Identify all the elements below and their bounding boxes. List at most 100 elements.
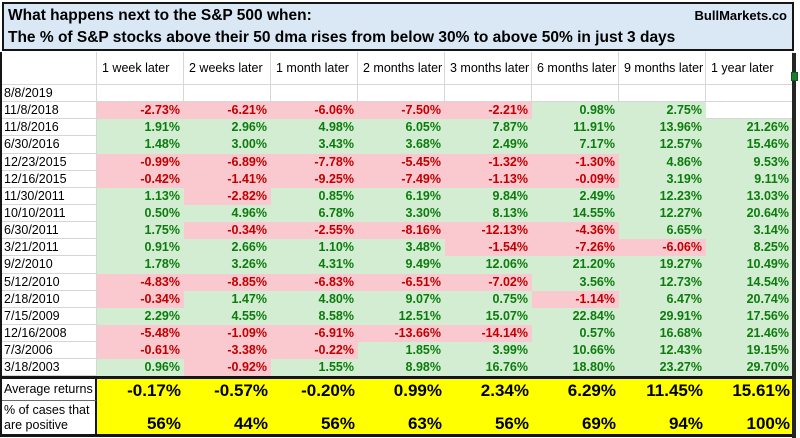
value-cell[interactable]: 6.78% xyxy=(271,204,358,223)
date-cell[interactable]: 12/16/2008 xyxy=(2,324,97,343)
value-cell[interactable]: 3.56% xyxy=(532,273,619,291)
value-cell[interactable]: 7.17% xyxy=(532,136,619,154)
value-cell[interactable]: -2.73% xyxy=(97,102,184,120)
value-cell[interactable]: -1.54% xyxy=(445,239,532,257)
value-cell[interactable]: -0.09% xyxy=(532,170,619,188)
date-cell[interactable]: 12/23/2015 xyxy=(2,153,97,171)
value-cell[interactable]: 14.55% xyxy=(532,204,619,223)
value-cell[interactable]: 1.85% xyxy=(358,342,445,360)
date-cell[interactable]: 3/18/2003 xyxy=(2,359,97,377)
title-block[interactable]: What happens next to the S&P 500 when: T… xyxy=(2,2,794,51)
value-cell[interactable]: 23.27% xyxy=(619,359,706,377)
value-cell[interactable]: 12.57% xyxy=(619,136,706,154)
date-cell[interactable]: 11/30/2011 xyxy=(2,187,97,205)
percent-positive-cell[interactable]: 44% xyxy=(184,401,271,438)
value-cell[interactable] xyxy=(619,85,706,103)
value-cell[interactable]: 4.80% xyxy=(271,290,358,308)
value-cell[interactable]: 12.27% xyxy=(619,204,706,223)
value-cell[interactable]: 13.03% xyxy=(706,187,793,205)
value-cell[interactable]: -0.99% xyxy=(97,153,184,171)
value-cell[interactable]: 3.19% xyxy=(619,170,706,188)
value-cell[interactable]: -7.49% xyxy=(358,170,445,188)
value-cell[interactable]: 20.74% xyxy=(706,290,793,308)
value-cell[interactable]: -12.13% xyxy=(445,222,532,240)
value-cell[interactable]: -0.34% xyxy=(97,290,184,308)
date-cell[interactable]: 6/30/2016 xyxy=(2,136,97,154)
value-cell[interactable]: -1.32% xyxy=(445,153,532,171)
value-cell[interactable]: 2.75% xyxy=(619,102,706,120)
value-cell[interactable]: -1.14% xyxy=(532,290,619,308)
value-cell[interactable]: 0.91% xyxy=(97,239,184,257)
value-cell[interactable]: -6.89% xyxy=(184,153,271,171)
value-cell[interactable]: -14.14% xyxy=(445,324,532,343)
value-cell[interactable]: 17.56% xyxy=(706,307,793,325)
percent-positive-cell[interactable]: 56% xyxy=(445,401,532,438)
value-cell[interactable]: 18.80% xyxy=(532,359,619,377)
value-cell[interactable]: -5.48% xyxy=(97,324,184,343)
value-cell[interactable]: 15.46% xyxy=(706,136,793,154)
value-cell[interactable]: 0.50% xyxy=(97,204,184,223)
value-cell[interactable]: 11.91% xyxy=(532,119,619,137)
value-cell[interactable]: 9.49% xyxy=(358,256,445,274)
value-cell[interactable]: -5.45% xyxy=(358,153,445,171)
corner-cell[interactable] xyxy=(2,52,97,85)
value-cell[interactable]: -1.41% xyxy=(184,170,271,188)
value-cell[interactable]: -6.91% xyxy=(271,324,358,343)
value-cell[interactable] xyxy=(445,85,532,103)
value-cell[interactable]: -7.26% xyxy=(532,239,619,257)
average-value-cell[interactable]: -0.17% xyxy=(97,376,184,402)
date-cell[interactable]: 9/2/2010 xyxy=(2,256,97,274)
value-cell[interactable]: 1.13% xyxy=(97,187,184,205)
value-cell[interactable]: 21.26% xyxy=(706,119,793,137)
value-cell[interactable] xyxy=(706,85,793,103)
value-cell[interactable]: 12.06% xyxy=(445,256,532,274)
date-cell[interactable]: 8/8/2019 xyxy=(2,85,97,103)
column-header-2[interactable]: 2 weeks later xyxy=(184,52,271,85)
value-cell[interactable]: 6.05% xyxy=(358,119,445,137)
value-cell[interactable]: 4.98% xyxy=(271,119,358,137)
value-cell[interactable]: 0.98% xyxy=(532,102,619,120)
date-cell[interactable]: 7/15/2009 xyxy=(2,307,97,325)
value-cell[interactable]: -4.83% xyxy=(97,273,184,291)
value-cell[interactable]: 3.68% xyxy=(358,136,445,154)
value-cell[interactable]: 3.00% xyxy=(184,136,271,154)
value-cell[interactable]: 14.54% xyxy=(706,273,793,291)
value-cell[interactable]: 2.49% xyxy=(532,187,619,205)
average-value-cell[interactable]: -0.20% xyxy=(271,376,358,402)
value-cell[interactable]: 12.23% xyxy=(619,187,706,205)
value-cell[interactable]: 1.75% xyxy=(97,222,184,240)
value-cell[interactable]: -2.21% xyxy=(445,102,532,120)
value-cell[interactable]: 15.07% xyxy=(445,307,532,325)
percent-positive-cell[interactable]: 56% xyxy=(271,401,358,438)
value-cell[interactable]: 1.55% xyxy=(271,359,358,377)
column-header-7[interactable]: 9 months later xyxy=(619,52,706,85)
value-cell[interactable]: 1.47% xyxy=(184,290,271,308)
column-header-5[interactable]: 3 months later xyxy=(445,52,532,85)
value-cell[interactable]: 19.27% xyxy=(619,256,706,274)
value-cell[interactable]: -8.16% xyxy=(358,222,445,240)
value-cell[interactable]: 9.07% xyxy=(358,290,445,308)
value-cell[interactable]: 0.57% xyxy=(532,324,619,343)
value-cell[interactable]: 12.73% xyxy=(619,273,706,291)
value-cell[interactable]: 13.96% xyxy=(619,119,706,137)
value-cell[interactable]: -1.13% xyxy=(445,170,532,188)
value-cell[interactable]: -9.25% xyxy=(271,170,358,188)
value-cell[interactable]: 1.48% xyxy=(97,136,184,154)
value-cell[interactable]: -6.06% xyxy=(619,239,706,257)
value-cell[interactable]: 3.14% xyxy=(706,222,793,240)
date-cell[interactable]: 11/8/2018 xyxy=(2,102,97,120)
value-cell[interactable]: 9.11% xyxy=(706,170,793,188)
value-cell[interactable]: 20.64% xyxy=(706,204,793,223)
date-cell[interactable]: 5/12/2010 xyxy=(2,273,97,291)
value-cell[interactable]: 16.76% xyxy=(445,359,532,377)
value-cell[interactable]: 1.91% xyxy=(97,119,184,137)
value-cell[interactable]: -2.82% xyxy=(184,187,271,205)
value-cell[interactable]: 0.96% xyxy=(97,359,184,377)
value-cell[interactable]: 8.25% xyxy=(706,239,793,257)
value-cell[interactable]: -7.50% xyxy=(358,102,445,120)
percent-positive-cell[interactable]: 69% xyxy=(532,401,619,438)
value-cell[interactable]: -8.85% xyxy=(184,273,271,291)
value-cell[interactable] xyxy=(532,85,619,103)
value-cell[interactable]: 4.96% xyxy=(184,204,271,223)
value-cell[interactable]: -0.34% xyxy=(184,222,271,240)
